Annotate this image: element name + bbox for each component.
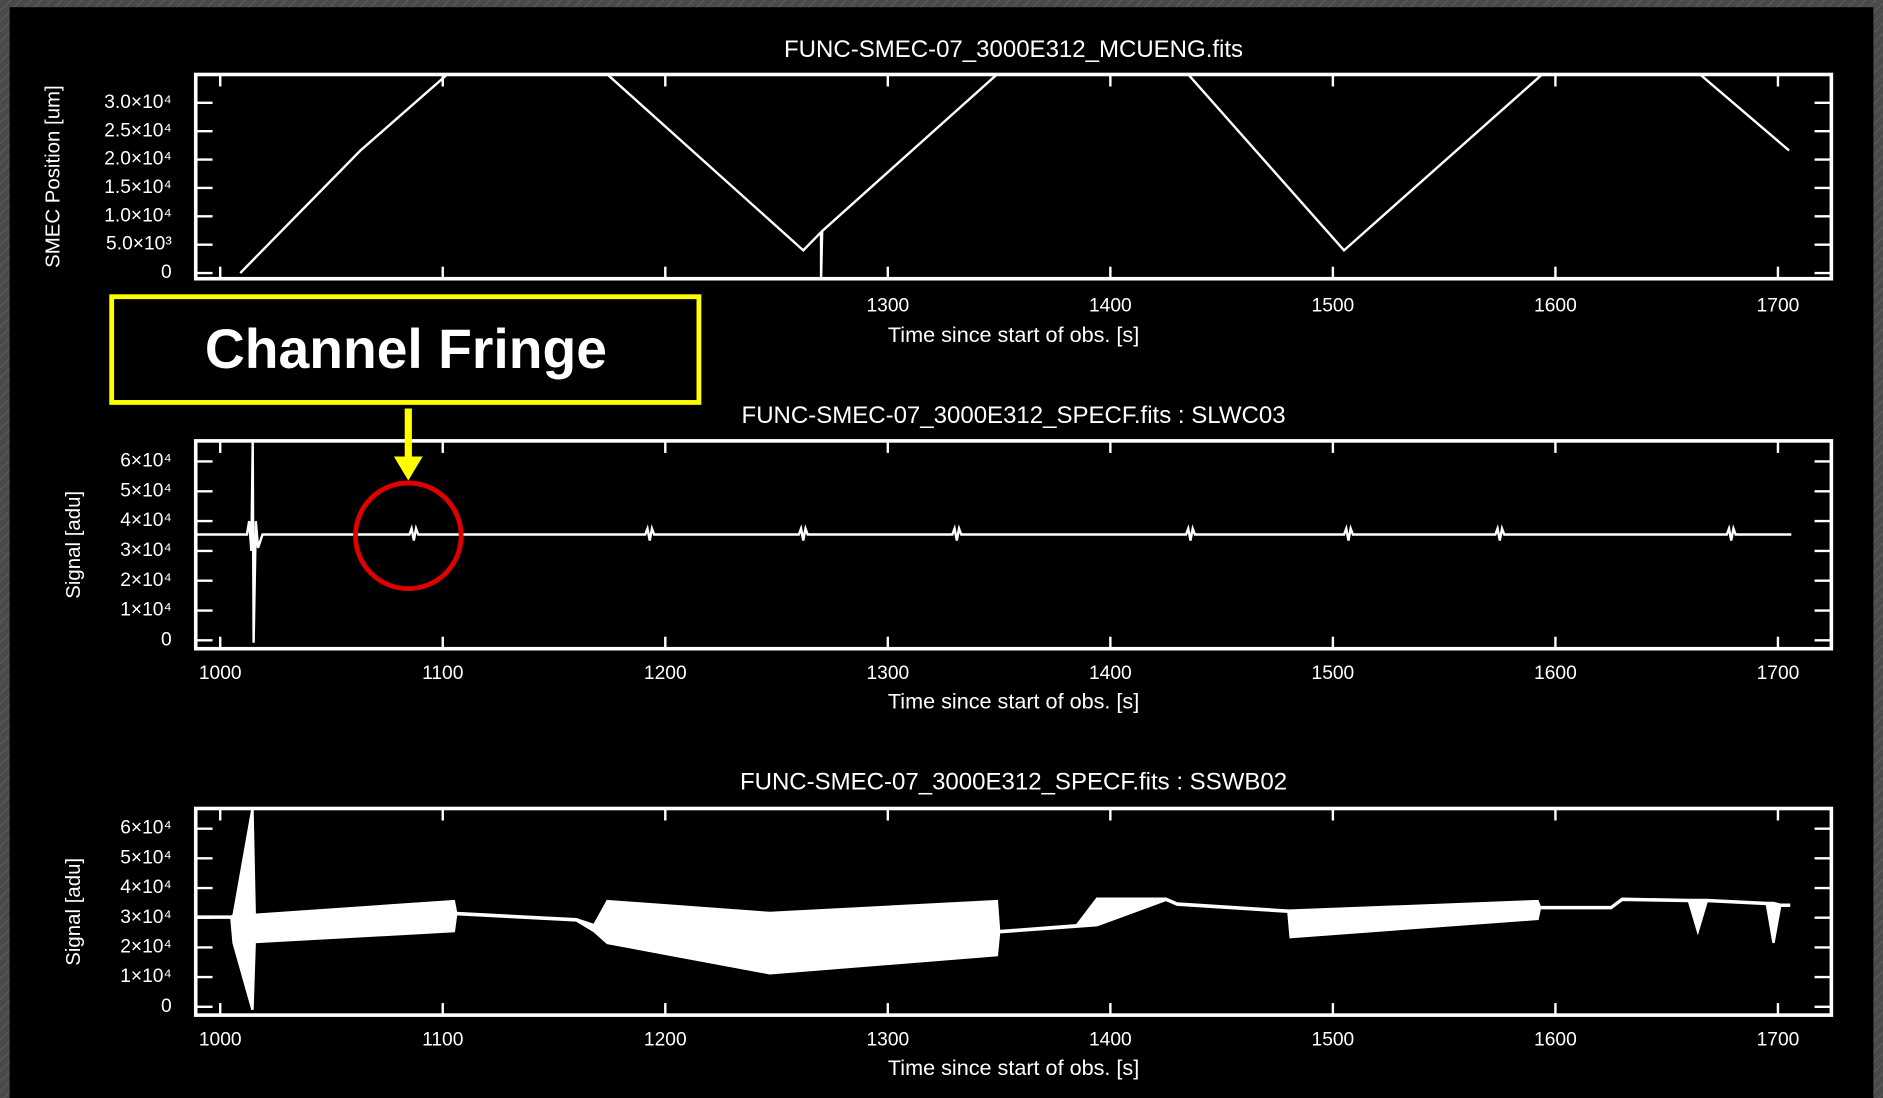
y-tick-label: 6×10⁴ <box>120 818 172 839</box>
x-tick-label: 1300 <box>866 663 909 684</box>
y-tick-label: 0 <box>161 262 172 283</box>
y-tick-label: 1×10⁴ <box>120 966 172 987</box>
chart-title: FUNC-SMEC-07_3000E312_SPECF.fits : SLWC0… <box>742 402 1286 429</box>
plot-frame <box>193 806 1834 1017</box>
y-axis-label: Signal [adu] <box>63 491 85 599</box>
y-tick-label: 1×10⁴ <box>120 600 172 621</box>
x-tick-label: 1000 <box>199 1029 242 1050</box>
x-tick-label: 1600 <box>1534 1029 1577 1050</box>
x-tick-label: 1600 <box>1534 295 1577 316</box>
x-tick-label: 1300 <box>866 295 909 316</box>
y-tick-label: 1.0×10⁴ <box>104 205 172 226</box>
x-tick-label: 1100 <box>422 1029 463 1050</box>
x-tick-label: 1700 <box>1757 1029 1800 1050</box>
x-axis-label: Time since start of obs. [s] <box>888 688 1139 713</box>
x-tick-label: 1200 <box>644 663 687 684</box>
data-line <box>195 440 1792 643</box>
x-axis-label: Time since start of obs. [s] <box>888 322 1139 347</box>
x-tick-label: 1200 <box>644 1029 687 1050</box>
y-tick-label: 6×10⁴ <box>120 451 172 472</box>
x-tick-label: 1500 <box>1312 663 1355 684</box>
y-tick-label: 3×10⁴ <box>120 540 172 561</box>
x-tick-label: 1100 <box>422 663 463 684</box>
callout-text: Channel Fringe <box>205 318 607 380</box>
chart-title: FUNC-SMEC-07_3000E312_MCUENG.fits <box>784 36 1243 63</box>
y-tick-label: 2.5×10⁴ <box>104 120 172 141</box>
y-tick-label: 2×10⁴ <box>120 936 172 957</box>
y-tick-label: 0 <box>161 629 172 650</box>
data-line <box>239 74 1790 279</box>
y-axis-label: SMEC Position [um] <box>42 85 64 268</box>
x-tick-label: 1400 <box>1089 663 1132 684</box>
y-tick-label: 2×10⁴ <box>120 570 172 591</box>
plot-frame <box>193 439 1834 651</box>
x-tick-label: 1500 <box>1312 295 1355 316</box>
x-tick-label: 1000 <box>199 663 242 684</box>
y-tick-label: 3.0×10⁴ <box>104 92 172 113</box>
x-tick-label: 1600 <box>1534 663 1577 684</box>
y-tick-label: 5.0×10³ <box>106 234 172 255</box>
y-tick-label: 4×10⁴ <box>120 510 172 531</box>
y-tick-label: 0 <box>161 996 172 1017</box>
x-tick-label: 1700 <box>1757 295 1800 316</box>
y-tick-label: 1.5×10⁴ <box>104 177 172 198</box>
y-tick-label: 2.0×10⁴ <box>104 149 172 170</box>
callout-box <box>109 294 702 405</box>
y-tick-label: 4×10⁴ <box>120 877 172 898</box>
y-tick-label: 5×10⁴ <box>120 480 172 501</box>
x-tick-label: 1400 <box>1089 1029 1132 1050</box>
x-tick-label: 1700 <box>1757 663 1800 684</box>
y-axis-label: Signal [adu] <box>63 858 85 966</box>
x-tick-label: 1300 <box>866 1029 909 1050</box>
callout: Channel Fringe <box>109 294 702 592</box>
chart-title: FUNC-SMEC-07_3000E312_SPECF.fits : SSWB0… <box>740 769 1287 796</box>
x-axis-label: Time since start of obs. [s] <box>888 1055 1139 1080</box>
highlight-circle <box>353 480 464 592</box>
x-tick-label: 1400 <box>1089 295 1132 316</box>
x-tick-label: 1500 <box>1312 1029 1355 1050</box>
data-band <box>195 808 1791 1011</box>
y-tick-label: 5×10⁴ <box>120 847 172 868</box>
arrow-head <box>393 456 423 481</box>
y-tick-label: 3×10⁴ <box>120 907 172 928</box>
